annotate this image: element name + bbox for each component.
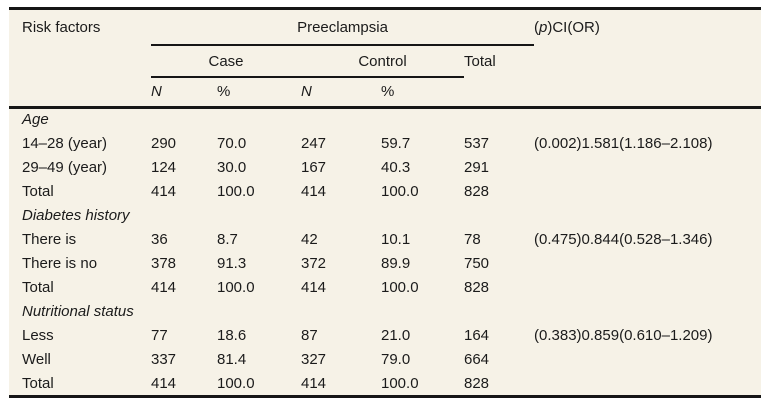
cell-control-pct: 89.9 [381,254,411,272]
statistics-table-sheet: Risk factors Preeclampsia (p)CI(OR) Case… [9,7,762,398]
row-label: There is no [22,254,98,272]
ci-header-p: p [539,19,548,36]
cell-total: 164 [464,326,490,344]
cell-case-pct: 100.0 [217,374,255,392]
cell-total: 828 [464,278,490,296]
control-group-header: Control [301,45,464,78]
cell-total: 78 [464,230,481,248]
table-header: Risk factors Preeclampsia (p)CI(OR) Case… [9,10,762,109]
case-n-header: N [151,77,217,109]
header-row-1: Risk factors Preeclampsia (p)CI(OR) [9,10,762,109]
cell-case-n: 36 [151,230,168,248]
table-row: There is no 378 91.3 372 89.9 750 [9,251,761,275]
table-row: Well 337 81.4 327 79.0 664 [9,347,761,371]
cell-case-pct: 91.3 [217,254,247,272]
table-body: Age 14–28 (year) 290 70.0 247 59.7 537 (… [9,107,761,395]
cell-control-pct: 10.1 [381,230,411,248]
cell-control-pct: 59.7 [381,134,411,152]
cell-total: 828 [464,182,490,200]
row-label: Total [22,278,54,296]
cell-control-pct: 100.0 [381,278,419,296]
cell-control-pct: 21.0 [381,326,411,344]
row-label: Total [22,374,54,392]
table-row: Total 414 100.0 414 100.0 828 [9,179,761,203]
cell-control-pct: 40.3 [381,158,411,176]
cell-ci [534,251,761,275]
cell-case-n: 124 [151,158,177,176]
cell-control-n: 87 [301,326,318,344]
cell-case-n: 414 [151,278,177,296]
header-row-2: Case Control Total [9,45,761,109]
case-group-header: Case [151,45,301,78]
cell-control-n: 247 [301,134,327,152]
table-row: Less 77 18.6 87 21.0 164 (0.383)0.859(0.… [9,323,761,347]
cell-case-pct: 81.4 [217,350,247,368]
cell-case-n: 414 [151,374,177,392]
cell-total: 291 [464,158,490,176]
cell-total: 750 [464,254,490,272]
table-row: Total 414 100.0 414 100.0 828 [9,371,761,395]
cell-case-pct: 8.7 [217,230,238,248]
cell-ci [534,155,761,179]
cell-total: 664 [464,350,490,368]
header-row-3: N % N % [9,77,761,109]
cell-control-pct: 79.0 [381,350,411,368]
cell-case-pct: 100.0 [217,182,255,200]
row-label: 29–49 (year) [22,158,108,176]
cell-case-pct: 18.6 [217,326,247,344]
cell-case-n: 290 [151,134,177,152]
table-row: Total 414 100.0 414 100.0 828 [9,275,761,299]
total-header: Total [464,45,535,109]
table-row: There is 36 8.7 42 10.1 78 (0.475)0.844(… [9,227,761,251]
section-title-age: Age [22,111,49,129]
cell-case-n: 77 [151,326,168,344]
ci-header-open: ( [534,19,540,36]
cell-total: 828 [464,374,490,392]
case-percent-header: % [217,77,301,109]
row-label: 14–28 (year) [22,134,108,152]
cell-control-n: 414 [301,374,327,392]
cell-control-pct: 100.0 [381,374,419,392]
cell-ci [534,179,761,203]
cell-case-n: 378 [151,254,177,272]
section-title-row: Diabetes history [9,203,761,227]
preeclampsia-group-header: Preeclampsia [151,10,535,46]
cell-total: 537 [464,134,490,152]
table-row: 29–49 (year) 124 30.0 167 40.3 291 [9,155,761,179]
cell-ci [534,275,761,299]
cell-control-n: 167 [301,158,327,176]
cell-case-pct: 30.0 [217,158,247,176]
row-label: Total [22,182,54,200]
row-label: There is [22,230,77,248]
cell-control-n: 414 [301,278,327,296]
cell-case-n: 337 [151,350,177,368]
control-percent-header: % [381,77,464,109]
cell-case-pct: 70.0 [217,134,247,152]
section-title-diabetes-history: Diabetes history [22,206,130,224]
ci-or-header: (p)CI(OR) [534,10,762,109]
cell-control-n: 327 [301,350,327,368]
ci-header-rest: )CI(OR) [547,19,600,36]
section-title-nutritional-status: Nutritional status [22,302,134,320]
risk-factors-table: Risk factors Preeclampsia (p)CI(OR) Case… [9,10,762,395]
row-label: Well [22,350,51,368]
cell-case-n: 414 [151,182,177,200]
table-row: 14–28 (year) 290 70.0 247 59.7 537 (0.00… [9,131,761,155]
cell-control-n: 42 [301,230,318,248]
cell-control-n: 372 [301,254,327,272]
cell-ci: (0.383)0.859(0.610–1.209) [534,326,713,344]
control-n-header: N [301,77,381,109]
risk-factors-header: Risk factors [9,10,151,109]
section-title-row: Nutritional status [9,299,761,323]
section-title-row: Age [9,107,761,131]
cell-ci [534,371,761,395]
cell-ci: (0.002)1.581(1.186–2.108) [534,134,713,152]
cell-case-pct: 100.0 [217,278,255,296]
cell-ci [534,347,761,371]
cell-control-n: 414 [301,182,327,200]
cell-control-pct: 100.0 [381,182,419,200]
row-label: Less [22,326,54,344]
cell-ci: (0.475)0.844(0.528–1.346) [534,230,713,248]
